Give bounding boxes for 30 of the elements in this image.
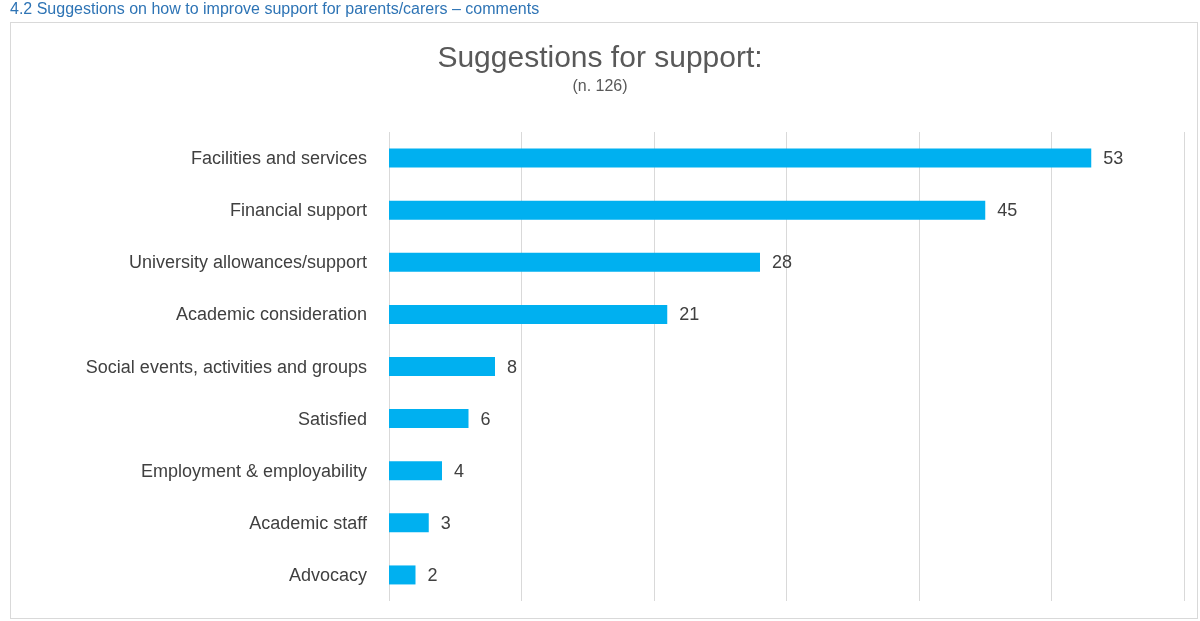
chart-subtitle: (n. 126) (572, 76, 628, 94)
y-tick-label: Financial support (229, 200, 367, 221)
data-label: 53 (1103, 148, 1124, 169)
y-tick-label: Social events, activities and groups (85, 356, 367, 377)
chart-title: Suggestions for support: (437, 39, 763, 73)
bar (389, 357, 495, 376)
bar (389, 565, 416, 585)
data-label: 3 (440, 512, 451, 533)
bar (389, 148, 1092, 168)
data-label: 6 (480, 408, 491, 429)
bar (389, 200, 986, 220)
y-tick-label: Academic staff (249, 512, 368, 533)
data-label: 21 (679, 304, 700, 325)
bar (389, 409, 469, 429)
y-tick-label: Employment & employability (140, 460, 367, 481)
data-label: 45 (997, 200, 1018, 221)
bar (389, 513, 429, 533)
y-tick-label: Academic consideration (175, 304, 367, 325)
bar (389, 252, 760, 272)
data-label: 2 (427, 564, 438, 585)
text: 4.2 Suggestions on how to improve support for parents/carers – comments (10, 0, 540, 18)
bar (389, 304, 668, 324)
bar (389, 461, 442, 481)
y-tick-label: Facilities and services (190, 148, 367, 169)
data-label: 4 (454, 460, 465, 481)
y-tick-label: University allowances/support (128, 252, 367, 273)
y-tick-label: Satisfied (297, 408, 367, 429)
y-tick-label: Advocacy (288, 564, 367, 585)
data-label: 8 (507, 356, 518, 377)
data-label: 28 (772, 252, 793, 273)
